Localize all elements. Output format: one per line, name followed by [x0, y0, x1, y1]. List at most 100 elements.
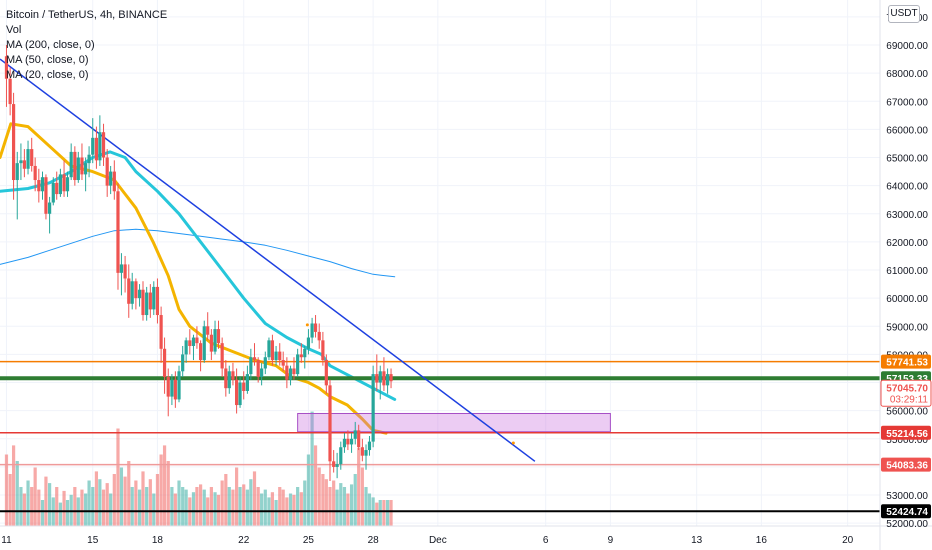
x-tick-label: 15 [87, 535, 99, 546]
candle-body [317, 331, 321, 341]
x-tick-label: 13 [691, 535, 703, 546]
volume-bar [84, 493, 88, 526]
candle-body [51, 182, 55, 203]
volume-bar [4, 454, 9, 526]
indicator-ma20[interactable]: MA (20, close, 0) [6, 69, 89, 81]
candle-body [40, 177, 45, 192]
candle-body [162, 348, 167, 377]
volume-bar [15, 461, 19, 526]
volume-bar [238, 487, 242, 526]
volume-bar [123, 476, 127, 526]
candle-body [130, 281, 134, 304]
x-tick-label: 9 [608, 535, 614, 546]
candle-body [4, 56, 9, 79]
candle-body [364, 450, 368, 456]
y-tick-label: 52000.00 [886, 519, 928, 530]
volume-bar [62, 490, 66, 526]
price-tag-label: 52424.74 [886, 507, 928, 518]
candle-body [216, 329, 221, 344]
price-tag-label: 57153.33 [886, 374, 928, 385]
price-tag [881, 504, 931, 519]
volume-bar [198, 484, 203, 526]
legend: Bitcoin / TetherUS, 4h, BINANCE Vol MA (… [6, 8, 167, 83]
volume-bar [26, 480, 30, 526]
volume-bar [256, 487, 260, 526]
volume-bar [141, 471, 145, 526]
volume-bar [231, 489, 235, 526]
candle-body [220, 343, 224, 369]
volume-bar [313, 445, 318, 526]
indicator-ma200[interactable]: MA (200, close, 0) [6, 39, 95, 51]
candle-body [252, 357, 257, 361]
volume-bar [310, 411, 314, 526]
candle-body [324, 360, 328, 386]
volume-bar [357, 448, 361, 526]
candle-body [278, 351, 282, 361]
candle-body [58, 174, 62, 195]
volume-bar [191, 492, 196, 526]
volume-bar [235, 467, 239, 526]
y-tick-label: 59000.00 [886, 322, 928, 333]
candle-body [166, 376, 170, 397]
candle-body [375, 374, 379, 383]
drawings [0, 58, 880, 513]
countdown-label: 03:29:11 [890, 394, 929, 405]
volume-bar [181, 487, 185, 526]
candle-body [191, 337, 196, 346]
volume-bar [173, 493, 177, 526]
marker-dot [511, 441, 515, 445]
candle-body [213, 329, 217, 352]
volume-bar [299, 492, 303, 526]
candle-body [260, 368, 264, 377]
volume-bar [288, 493, 293, 526]
candle-body [349, 438, 354, 445]
volume-bar [227, 487, 231, 526]
volume-bar [353, 474, 357, 526]
volume-bar [159, 454, 163, 526]
candles [4, 45, 393, 481]
volume-bar [220, 480, 224, 526]
candle-body [231, 371, 235, 380]
volume-bar [242, 484, 246, 526]
indicator-ma50[interactable]: MA (50, close, 0) [6, 54, 89, 66]
candle-body [26, 149, 30, 169]
currency-button[interactable]: USDT [888, 5, 920, 23]
price-tag [881, 354, 931, 369]
candle-body [371, 374, 375, 442]
volume-bar [375, 502, 379, 526]
last-price-label: 57045.70 [886, 383, 928, 394]
volume-bar [155, 474, 160, 526]
candle-body [245, 374, 249, 391]
volume-bar [30, 487, 34, 526]
x-tick-label: 16 [756, 535, 768, 546]
volume-bar [105, 483, 109, 526]
candle-body [94, 137, 99, 161]
candle-body [238, 382, 242, 406]
volume-bar [148, 479, 152, 526]
volume-bar [281, 489, 285, 526]
candle-body [181, 354, 185, 372]
volume-bar [382, 500, 386, 526]
candle-body [188, 340, 192, 346]
indicator-vol[interactable]: Vol [6, 24, 22, 36]
candle-body [69, 151, 73, 178]
candle-body [270, 340, 275, 361]
volume-bar [263, 489, 267, 526]
candle-body [141, 289, 145, 316]
candle-body [37, 180, 41, 192]
candle-body [137, 289, 142, 299]
x-tick-label: 28 [368, 535, 380, 546]
candle-body [87, 154, 91, 164]
volume-bar [65, 500, 70, 526]
candle-body [198, 343, 203, 361]
volume-bar [91, 487, 95, 526]
candle-body [119, 264, 124, 273]
candle-body [62, 174, 66, 192]
volume-bar [145, 487, 149, 526]
volume-bar [101, 489, 106, 526]
candle-body [19, 160, 23, 164]
ma-line [0, 228, 396, 278]
candle-body [101, 132, 106, 158]
candle-body [177, 371, 181, 400]
